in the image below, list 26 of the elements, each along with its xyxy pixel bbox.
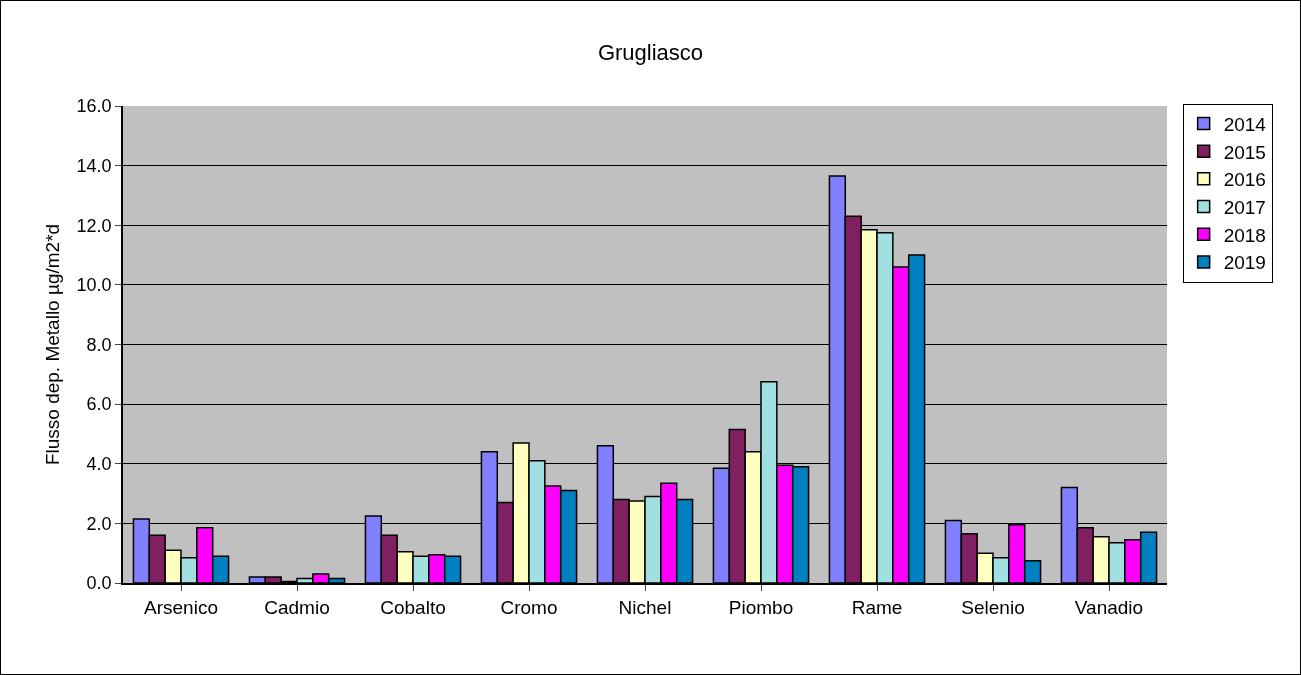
legend-label: 2016 <box>1223 169 1266 191</box>
x-tick-label: Cromo <box>500 596 558 618</box>
x-tick-label: Cobalto <box>380 596 446 618</box>
y-tick-label: 16.0 <box>76 96 112 117</box>
x-tick-label: Vanadio <box>1074 596 1144 618</box>
y-tick-label: 0.0 <box>86 573 112 594</box>
y-tick-label: 2.0 <box>86 513 112 534</box>
x-tick-label: Piombo <box>728 596 794 618</box>
x-tick-label: Arsenico <box>144 596 218 618</box>
chart-title: Grugliasco <box>597 40 704 66</box>
y-tick-label: 14.0 <box>76 155 112 176</box>
legend-label: 2019 <box>1223 252 1266 274</box>
x-tick-label: Selenio <box>961 596 1025 618</box>
x-tick-label: Nichel <box>618 596 672 618</box>
y-tick-label: 8.0 <box>86 334 112 355</box>
legend-label: 2015 <box>1223 141 1266 163</box>
y-axis-title: Flusso dep. Metallo µg/m2*d <box>41 223 63 466</box>
y-tick-label: 6.0 <box>86 394 112 415</box>
x-tick-label: Rame <box>851 596 903 618</box>
y-tick-label: 12.0 <box>76 215 112 236</box>
x-tick-label: Cadmio <box>264 596 330 618</box>
legend-label: 2018 <box>1223 224 1266 246</box>
y-tick-label: 4.0 <box>86 454 112 475</box>
legend-label: 2017 <box>1223 196 1266 218</box>
y-tick-label: 10.0 <box>76 275 112 296</box>
legend-label: 2014 <box>1223 113 1267 135</box>
